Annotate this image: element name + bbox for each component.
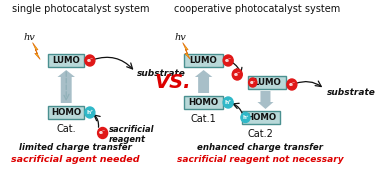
FancyArrow shape	[57, 70, 75, 103]
Text: limited charge transfer: limited charge transfer	[19, 142, 132, 151]
Text: enhanced charge transfer: enhanced charge transfer	[197, 142, 323, 151]
Text: cooperative photocatalyst system: cooperative photocatalyst system	[174, 4, 341, 14]
Text: Cat.1: Cat.1	[191, 114, 217, 124]
Text: h⁺: h⁺	[86, 110, 93, 115]
Circle shape	[85, 107, 95, 118]
Text: HOMO: HOMO	[189, 98, 218, 107]
Text: LUMO: LUMO	[52, 56, 80, 65]
Text: hv: hv	[174, 33, 186, 42]
Text: reagent: reagent	[109, 134, 146, 144]
Polygon shape	[33, 43, 40, 59]
Polygon shape	[183, 43, 190, 59]
Circle shape	[85, 55, 95, 66]
Circle shape	[223, 97, 233, 108]
Text: h⁺: h⁺	[225, 100, 232, 105]
Text: Cat.2: Cat.2	[248, 129, 274, 139]
FancyBboxPatch shape	[242, 111, 280, 124]
Text: VS.: VS.	[154, 72, 191, 91]
Circle shape	[223, 55, 233, 66]
Text: HOMO: HOMO	[51, 108, 81, 117]
Text: e⁻: e⁻	[86, 58, 93, 63]
Text: substrate: substrate	[327, 88, 375, 96]
Circle shape	[241, 112, 250, 122]
Text: sacrificial reagent not necessary: sacrificial reagent not necessary	[177, 154, 343, 163]
Circle shape	[232, 69, 242, 80]
Text: LUMO: LUMO	[253, 78, 281, 87]
Circle shape	[98, 127, 108, 139]
Text: e⁻: e⁻	[225, 58, 232, 63]
Text: LUMO: LUMO	[190, 56, 217, 65]
FancyBboxPatch shape	[248, 76, 287, 89]
Text: Cat.: Cat.	[56, 124, 76, 134]
FancyBboxPatch shape	[184, 54, 223, 67]
Text: e⁻: e⁻	[249, 80, 256, 85]
FancyBboxPatch shape	[48, 54, 84, 67]
Circle shape	[287, 79, 297, 90]
Text: single photocatalyst system: single photocatalyst system	[12, 4, 150, 14]
Text: HOMO: HOMO	[246, 113, 276, 122]
Text: substrate: substrate	[137, 69, 186, 78]
FancyArrow shape	[195, 70, 212, 93]
Text: e⁻: e⁻	[288, 82, 296, 87]
Text: sacrificial: sacrificial	[109, 125, 155, 134]
Text: hv: hv	[24, 33, 36, 42]
Text: e⁻: e⁻	[99, 130, 106, 136]
FancyBboxPatch shape	[48, 106, 84, 119]
Circle shape	[249, 78, 257, 87]
FancyArrow shape	[257, 91, 273, 109]
Text: sacrificial agent needed: sacrificial agent needed	[11, 154, 139, 163]
Text: h⁺: h⁺	[242, 115, 249, 120]
Text: e⁻: e⁻	[234, 72, 241, 77]
FancyBboxPatch shape	[184, 96, 223, 109]
